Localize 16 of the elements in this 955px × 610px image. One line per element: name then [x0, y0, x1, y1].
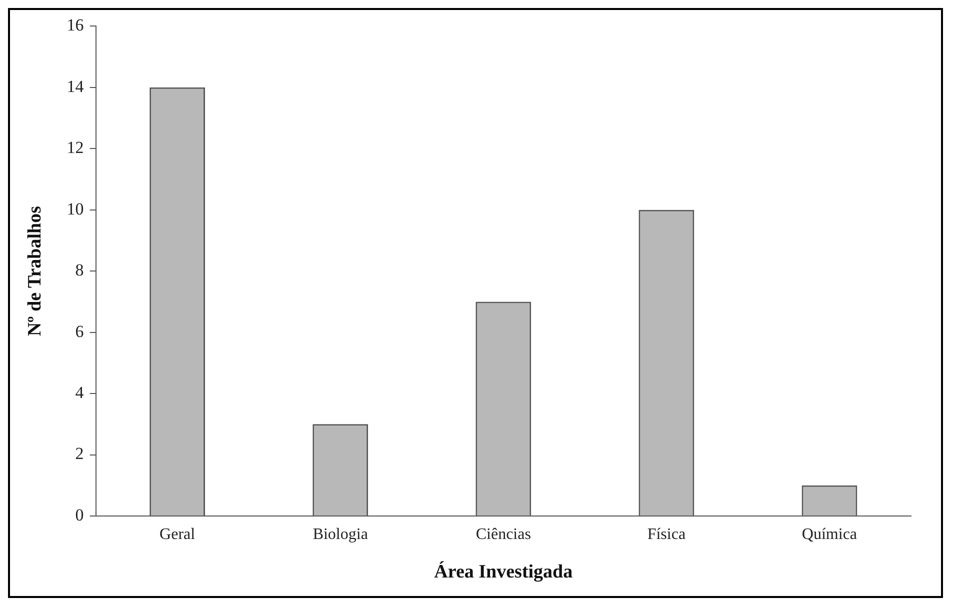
x-tick-label: Ciências [476, 526, 531, 543]
y-tick-label: 0 [75, 505, 84, 524]
y-axis-title: Nº de Trabalhos [24, 206, 46, 336]
y-tick-label: 2 [75, 444, 84, 464]
y-tick-label: 4 [75, 383, 84, 402]
x-tick-label: Biologia [312, 526, 368, 543]
y-tick-label: 8 [75, 260, 84, 280]
y-tick-label: 16 [66, 16, 84, 35]
x-tick-label: Geral [160, 526, 196, 543]
y-tick-label: 6 [75, 322, 84, 341]
y-tick-label: 12 [66, 138, 84, 158]
y-tick-label: 14 [66, 76, 84, 96]
x-axis-title: Área Investigada [434, 560, 574, 583]
y-tick-label: 10 [66, 199, 84, 218]
x-tick-label: Física [647, 526, 686, 543]
x-tick-label: Química [802, 526, 858, 543]
